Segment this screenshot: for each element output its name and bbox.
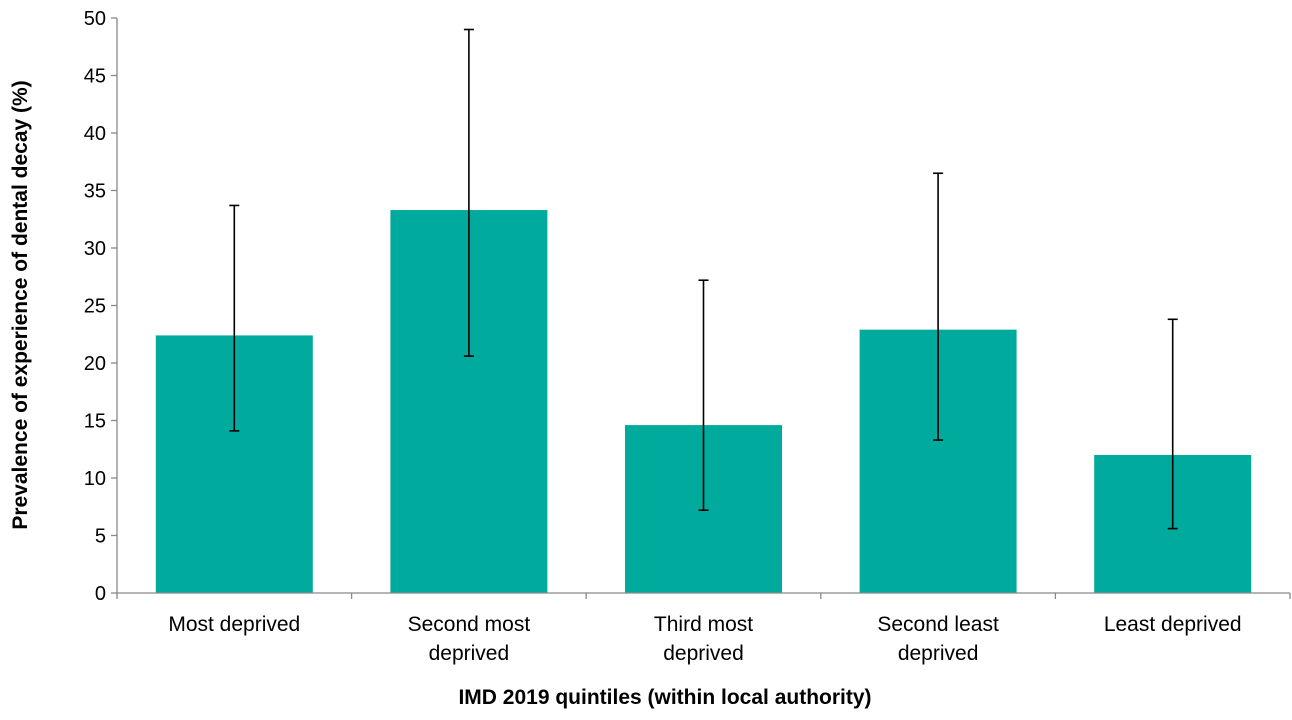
y-tick-label: 50 [84, 8, 106, 30]
x-category-label-line: Least deprived [1104, 613, 1242, 636]
x-category-label-line: deprived [429, 642, 510, 665]
y-tick-label: 5 [95, 526, 106, 548]
y-tick-label: 35 [84, 181, 106, 203]
error-bar-2 [698, 279, 709, 512]
y-tick-label: 15 [84, 411, 106, 433]
x-category-label-line: Second least [877, 613, 999, 636]
error-bar-0 [229, 204, 240, 432]
y-tick-label: 10 [84, 468, 106, 490]
y-axis-title: Prevalence of experience of dental decay… [9, 80, 32, 529]
y-tick-label: 30 [84, 238, 106, 260]
x-category-label-line: deprived [663, 642, 744, 665]
y-tick-label: 20 [84, 353, 106, 375]
x-category-label: Least deprived [1104, 613, 1242, 636]
x-axis-title: IMD 2019 quintiles (within local authori… [458, 686, 871, 709]
y-tick-label: 40 [84, 123, 106, 145]
x-category-label: Second least deprived [877, 613, 999, 665]
x-category-label-line: Second most [408, 613, 531, 636]
y-axis: 0 5 10 15 20 25 30 35 40 45 50 [84, 8, 118, 605]
x-category-label-line: Most deprived [168, 613, 300, 636]
x-category-label-line: deprived [898, 642, 979, 665]
y-tick-label: 0 [95, 583, 106, 605]
y-tick-label: 45 [84, 66, 106, 88]
y-tick-label: 25 [84, 296, 106, 318]
error-bars-layer [229, 28, 1178, 530]
x-category-label: Most deprived [168, 613, 300, 636]
x-category-label-line: Third most [654, 613, 753, 636]
x-category-label: Second most deprived [408, 613, 531, 665]
error-bar-3 [933, 172, 944, 441]
error-bar-4 [1167, 318, 1178, 530]
x-category-label: Third most deprived [654, 613, 753, 665]
error-bar-1 [463, 28, 474, 357]
